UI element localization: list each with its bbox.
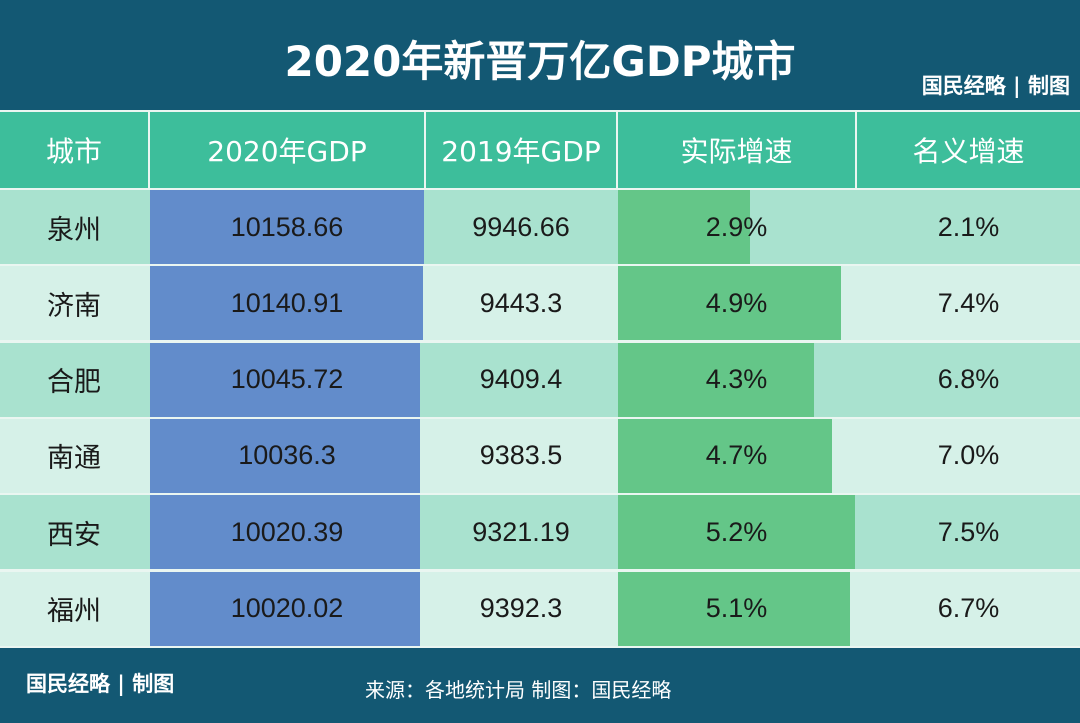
gdp2020-cell: 10020.02 [230, 593, 344, 623]
nominal-growth-cell: 7.0% [937, 440, 1000, 471]
city-cell: 合肥 [47, 367, 101, 399]
gdp2020-cell: 10140.91 [230, 287, 344, 318]
gdp2020-cell: 10158.66 [230, 211, 344, 242]
brand-logo: 国民经略 | 制图 [921, 73, 1070, 98]
real-growth-bar [618, 266, 842, 341]
real-growth-cell: 5.1% [705, 593, 768, 623]
real-growth-bar [618, 342, 814, 417]
gdp2020-bar [150, 190, 424, 264]
gdp2019-cell: 9321.19 [472, 516, 570, 547]
city-cell: 福州 [47, 596, 101, 627]
gdp2020-cell: 10036.3 [238, 440, 336, 471]
real-growth-cell: 5.2% [705, 516, 768, 547]
gdp2020-cell: 10045.72 [230, 364, 344, 395]
header-gdp2019: 2019年GDP [426, 112, 616, 188]
table-row: 合肥 10045.72 9409.4 4.3% 6.8% [0, 342, 1080, 417]
title-bar: 2020年新晋万亿GDP城市 国民经略 | 制图 [0, 0, 1080, 110]
gdp2019-cell: 9443.3 [479, 287, 563, 318]
real-growth-cell: 4.9% [705, 287, 768, 318]
nominal-growth-cell: 6.7% [937, 593, 1000, 623]
real-growth-cell: 4.7% [705, 440, 768, 471]
gdp2020-bar [150, 418, 421, 493]
gdp2020-bar [150, 266, 424, 341]
brand-logo-footer: 国民经略 | 制图 [26, 671, 175, 696]
city-cell: 泉州 [47, 214, 101, 246]
real-growth-bar [618, 571, 851, 646]
nominal-growth-cell: 2.1% [937, 211, 1000, 242]
page-title: 2020年新晋万亿GDP城市 [284, 37, 796, 86]
nominal-growth-cell: 7.5% [937, 516, 1000, 547]
header-gdp2020: 2020年GDP [150, 112, 424, 188]
header-real-growth: 实际增速 [618, 112, 855, 188]
real-growth-bar [618, 418, 833, 493]
source-note: 来源：各地统计局 制图：国民经略 [365, 678, 672, 702]
real-growth-cell: 2.9% [705, 211, 768, 242]
footer: 国民经略 | 制图 来源：各地统计局 制图：国民经略 [0, 648, 1080, 723]
table-row: 济南 10140.91 9443.3 4.9% 7.4% [0, 266, 1080, 341]
nominal-growth-cell: 6.8% [937, 364, 1000, 395]
city-cell: 南通 [47, 443, 101, 475]
gdp2020-bar [150, 495, 420, 570]
table-row: 西安 10020.39 9321.19 5.2% 7.5% [0, 495, 1080, 570]
real-growth-bar [618, 190, 751, 264]
header-city: 城市 [0, 112, 148, 188]
gdp2019-cell: 9392.3 [479, 593, 563, 623]
table-row: 福州 10020.02 9392.3 5.1% 6.7% [0, 571, 1080, 646]
gdp2020-bar [150, 342, 421, 417]
gdp2019-cell: 9946.66 [472, 211, 570, 242]
city-cell: 济南 [47, 290, 101, 322]
table-row: 南通 10036.3 9383.5 4.7% 7.0% [0, 418, 1080, 493]
header-nominal-growth: 名义增速 [857, 112, 1080, 188]
real-growth-cell: 4.3% [705, 364, 768, 395]
gdp2019-cell: 9383.5 [479, 440, 563, 471]
table-row: 泉州 10158.66 9946.66 2.9% 2.1% [0, 190, 1080, 264]
gdp2020-cell: 10020.39 [230, 516, 344, 547]
gdp2019-cell: 9409.4 [479, 364, 563, 395]
nominal-growth-cell: 7.4% [937, 287, 1000, 318]
city-cell: 西安 [47, 519, 101, 551]
real-growth-bar [618, 495, 855, 570]
gdp2020-bar [150, 571, 420, 646]
